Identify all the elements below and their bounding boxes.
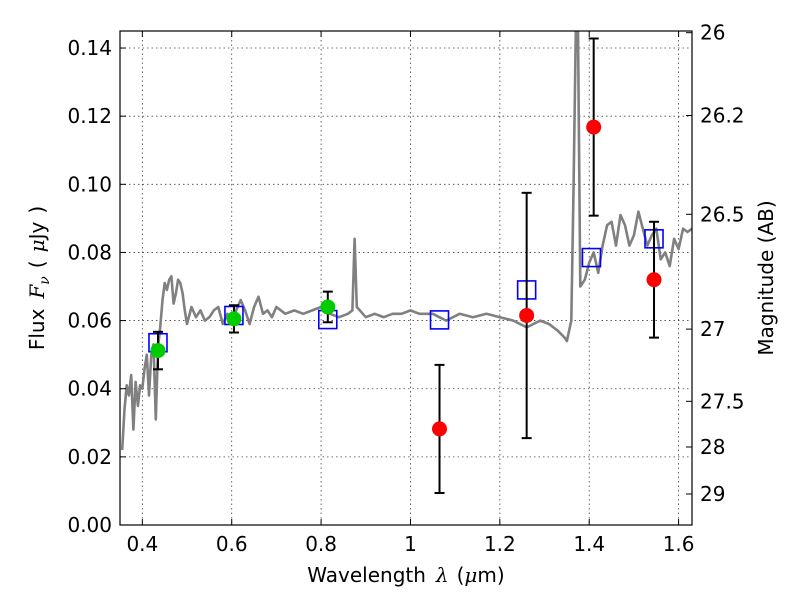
y-tick-label: 0.08 [67,240,112,264]
data-point [646,272,662,288]
y-axis-ticks: 0.00 0.02 0.04 0.06 0.08 0.10 0.12 0.14 [67,36,126,537]
magnitude-axis-label: Magnitude (AB) [754,200,778,355]
magnitude-axis-ticks: 26 26.2 26.5 27 27.5 28 29 [686,21,745,506]
model-photometry-square [581,247,602,268]
y-axis-label: FluxFν(μJy) [25,206,53,350]
data-point [432,421,448,437]
y-tick-label: 0.14 [67,36,112,60]
x-tick-label: 1 [404,532,417,556]
x-tick-label: 1.4 [573,532,605,556]
magnitude-tick-label: 27 [700,317,725,341]
y-tick-label: 0.12 [67,104,112,128]
model-photometry-square [429,310,450,330]
plot-frame [119,30,693,526]
x-tick-label: 0.8 [305,532,337,556]
data-point [150,343,166,359]
magnitude-tick-label: 26.2 [700,103,745,127]
data-point [586,119,602,135]
y-tick-label: 0.00 [67,513,112,537]
x-axis-label: Wavelength λ (μm) [307,563,504,587]
y-tick-label: 0.04 [67,377,112,401]
magnitude-tick-label: 28 [700,435,725,459]
magnitude-tick-label: 29 [700,482,725,506]
x-axis-ticks: 0.4 0.6 0.8 1 1.2 1.4 1.6 [126,31,695,556]
data-point [320,299,336,315]
y-tick-label: 0.06 [67,309,112,333]
magnitude-tick-label: 26.5 [700,202,745,226]
magnitude-tick-label: 26 [700,21,725,45]
measured-points [150,119,662,437]
x-tick-label: 0.4 [126,532,158,556]
data-point [519,307,535,323]
magnitude-tick-label: 27.5 [700,389,745,413]
x-tick-label: 1.2 [484,532,516,556]
x-tick-label: 0.6 [216,532,248,556]
data-point [226,311,242,327]
y-tick-label: 0.02 [67,445,112,469]
x-tick-label: 1.6 [663,532,695,556]
y-tick-label: 0.10 [67,172,112,196]
